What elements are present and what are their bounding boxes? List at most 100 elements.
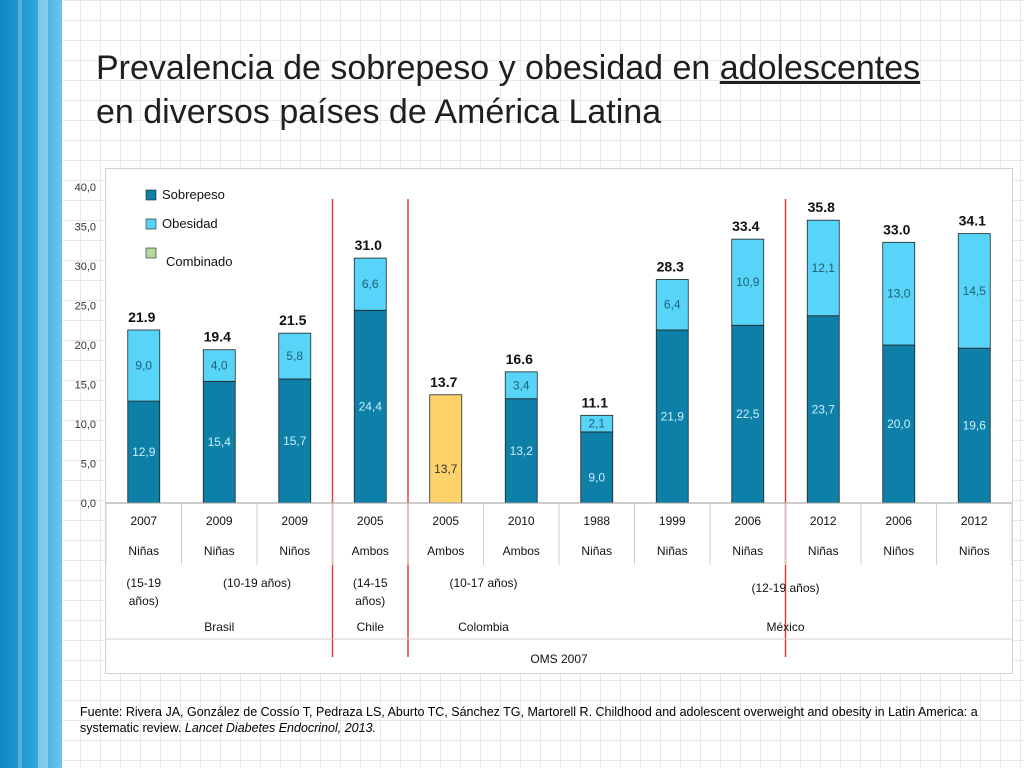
bar-label-obesidad: 4,0	[211, 359, 228, 373]
x-category-sex: Ambos	[352, 544, 389, 558]
age-group-label: (14-15 años)	[353, 576, 388, 608]
bar-total-label: 21.9	[128, 309, 155, 325]
bar-obesidad	[580, 414, 614, 433]
side-decoration-bar	[0, 0, 62, 768]
reference-label: OMS 2007	[530, 652, 588, 666]
bar-total-label: 11.1	[582, 394, 609, 410]
bar-total-label: 21.5	[279, 312, 306, 328]
bar-label-sobrepeso: 12,9	[132, 445, 156, 459]
bar-total-label: 34.1	[959, 213, 986, 229]
x-category-year: 2012	[961, 514, 988, 528]
bar-obesidad	[127, 329, 161, 402]
bar-label-obesidad: 5,8	[286, 349, 303, 363]
bar-label-obesidad: 2,1	[588, 417, 605, 431]
bar-label-sobrepeso: 24,4	[359, 400, 383, 414]
bar-label-obesidad: 6,6	[362, 277, 379, 291]
bar-sobrepeso	[504, 398, 538, 504]
bar-label-sobrepeso: 22,5	[736, 407, 760, 421]
x-category-sex: Niñas	[128, 544, 159, 558]
bar-label-obesidad: 6,4	[664, 298, 681, 312]
footnote-plain: Fuente: Rivera JA, González de Cossío T,…	[80, 705, 978, 735]
y-tick-label: 15,0	[75, 380, 96, 392]
bar-label-obesidad: 13,0	[887, 287, 911, 301]
bar-label-sobrepeso: 23,7	[812, 402, 836, 416]
legend-label-obesidad: Obesidad	[162, 216, 218, 231]
bar-label-sobrepeso: 19,6	[963, 419, 987, 433]
country-label: Brasil	[204, 620, 234, 634]
bar-chart: 0,0 5,0 10,0 15,0 20,0 25,0 30,0 35,0 40,0 12,9 9,…	[75, 182, 1013, 666]
legend-swatch-combinado	[145, 247, 157, 259]
country-label: México	[766, 620, 804, 634]
bar-label-obesidad: 10,9	[736, 275, 760, 289]
bar-label-sobrepeso: 20,0	[887, 417, 911, 431]
legend-label-sobrepeso: Sobrepeso	[162, 187, 225, 202]
x-category-year: 2012	[810, 514, 837, 528]
x-category-year: 2006	[734, 514, 761, 528]
bar-label-obesidad: 12,1	[812, 261, 836, 275]
bar-obesidad	[882, 241, 916, 346]
x-category-year: 2006	[885, 514, 912, 528]
x-category-year: 2010	[508, 514, 535, 528]
bar-obesidad	[202, 349, 236, 382]
country-label: Chile	[357, 620, 385, 634]
title-line1-underlined: adolescentes	[719, 49, 921, 87]
bar-label-sobrepeso: 15,4	[208, 435, 232, 449]
x-category-sex: Ambos	[427, 544, 464, 558]
y-tick-label: 0,0	[81, 498, 96, 510]
bar-sobrepeso	[127, 400, 161, 504]
y-tick-label: 35,0	[75, 222, 96, 234]
x-category-sex: Niñas	[657, 544, 688, 558]
bar-label-obesidad: 14,5	[963, 284, 987, 298]
x-category-sex: Niños	[279, 544, 310, 558]
title-line1-prefix: Prevalencia de sobrepeso y obesidad en	[96, 49, 720, 87]
bar-label-obesidad: 9,0	[135, 359, 152, 373]
age-group-label: (10-19 años)	[223, 576, 291, 590]
x-category-year: 1999	[659, 514, 686, 528]
x-category-year: 2007	[130, 514, 157, 528]
x-category-sex: Niñas	[581, 544, 612, 558]
bar-total-label: 13.7	[430, 374, 457, 390]
bar-total-label: 28.3	[657, 258, 684, 274]
y-tick-label: 10,0	[75, 419, 96, 431]
y-tick-label: 30,0	[75, 261, 96, 273]
bar-label-sobrepeso: 15,7	[283, 434, 307, 448]
bar-obesidad	[957, 233, 991, 349]
x-category-sex: Niñas	[808, 544, 839, 558]
bar-total-label: 31.0	[355, 237, 382, 253]
bar-total-label: 19.4	[204, 329, 231, 345]
bar-label-sobrepeso: 21,9	[661, 409, 685, 423]
bar-obesidad	[504, 371, 538, 400]
age-group-label: (15-19 años)	[126, 576, 161, 608]
bar-label-combinado: 13,7	[434, 462, 458, 476]
bar-total-label: 33.4	[732, 218, 759, 234]
slide-title: Prevalencia de sobrepeso y obesidad en a…	[96, 46, 996, 134]
x-category-sex: Niñas	[204, 544, 235, 558]
y-tick-label: 20,0	[75, 340, 96, 352]
age-group-label: (12-19 años)	[751, 581, 819, 595]
bar-sobrepeso	[957, 347, 991, 504]
y-tick-label: 25,0	[75, 301, 96, 313]
source-footnote: Fuente: Rivera JA, González de Cossío T,…	[80, 704, 1010, 736]
y-tick-label: 40,0	[75, 182, 96, 194]
bar-label-obesidad: 3,4	[513, 378, 530, 392]
x-category-sex: Ambos	[503, 544, 540, 558]
x-category-sex: Niñas	[732, 544, 763, 558]
bar-sobrepeso	[882, 344, 916, 504]
age-group-label: (10-17 años)	[449, 576, 517, 590]
bar-obesidad	[731, 238, 765, 326]
bar-obesidad	[278, 332, 312, 380]
y-tick-label: 5,0	[81, 459, 96, 471]
bar-total-label: 16.6	[506, 351, 533, 367]
country-label: Colombia	[458, 620, 509, 634]
bar-sobrepeso	[655, 329, 689, 504]
x-category-year: 2009	[281, 514, 308, 528]
bar-label-sobrepeso: 13,2	[510, 444, 534, 458]
legend-swatch-obesidad	[145, 218, 157, 230]
bar-obesidad	[655, 279, 689, 331]
bar-sobrepeso	[580, 431, 614, 504]
x-category-sex: Niños	[959, 544, 990, 558]
legend-label-combinado: Combinado	[166, 254, 233, 269]
chart-container: 0,0 5,0 10,0 15,0 20,0 25,0 30,0 35,0 40,0 12,9 9,…	[75, 168, 1013, 674]
bar-combinado	[429, 394, 463, 504]
bar-total-label: 33.0	[883, 221, 910, 237]
